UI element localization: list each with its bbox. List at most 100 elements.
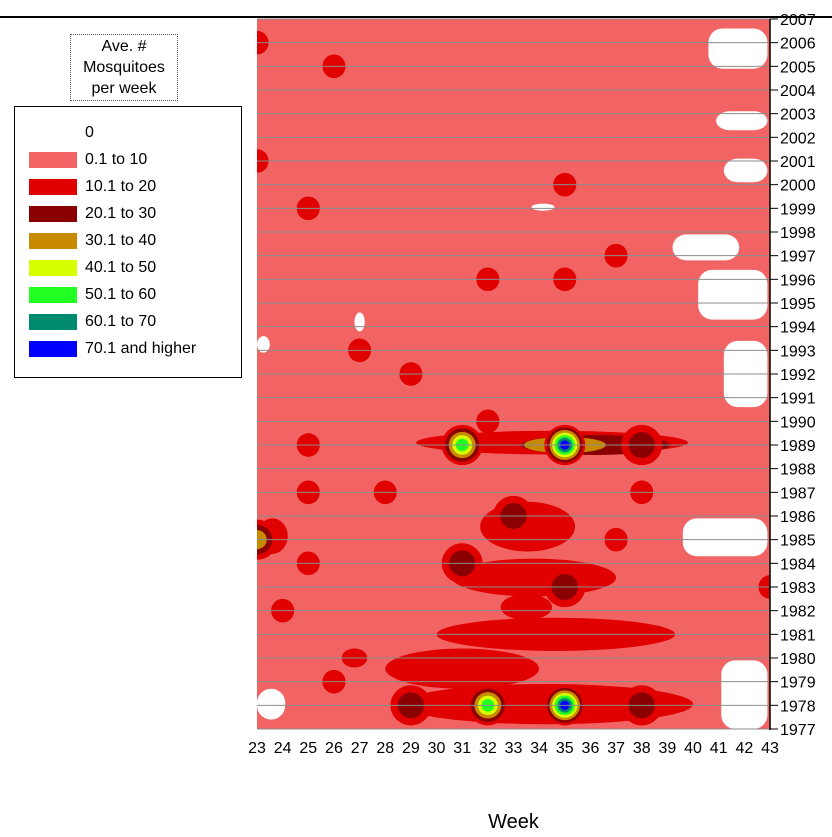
zero-region-1 xyxy=(716,111,768,131)
zero-region-3 xyxy=(672,234,740,261)
y-tick-label-1987: 1987 xyxy=(780,485,816,502)
x-tick-label-35: 35 xyxy=(556,740,574,757)
legend-item: 10.1 to 20 xyxy=(29,175,239,199)
legend-swatch xyxy=(29,179,77,195)
legend-swatch xyxy=(29,287,77,303)
legend-item: 50.1 to 60 xyxy=(29,283,239,307)
x-tick-label-24: 24 xyxy=(274,740,292,757)
legend-title-line-2: Mosquitoes xyxy=(83,59,165,76)
x-tick-label-40: 40 xyxy=(684,740,702,757)
zero-region-4 xyxy=(698,269,768,320)
legend-label: 40.1 to 50 xyxy=(85,259,157,276)
legend-title-line-1: Ave. # xyxy=(101,38,147,55)
legend-swatch xyxy=(29,314,77,330)
legend-label: 0 xyxy=(85,124,94,141)
y-tick-label-2003: 2003 xyxy=(780,107,816,124)
legend-label: 50.1 to 60 xyxy=(85,286,157,303)
x-axis-title: Week xyxy=(488,811,540,833)
zero-region-7 xyxy=(721,660,768,729)
x-tick-label-39: 39 xyxy=(659,740,677,757)
x-tick-label-32: 32 xyxy=(479,740,497,757)
legend: 0 0.1 to 10 10.1 to 20 20.1 to 30 30.1 to 40… xyxy=(14,106,242,378)
hotspot-1 xyxy=(544,424,586,466)
zero-region-9 xyxy=(257,688,286,720)
legend-label: 70.1 and higher xyxy=(85,340,197,357)
x-tick-label-34: 34 xyxy=(530,740,548,757)
contour-band-1 xyxy=(385,648,540,689)
x-tick-label-36: 36 xyxy=(582,740,600,757)
x-tick-label-33: 33 xyxy=(505,740,523,757)
contour-band-3 xyxy=(500,594,552,621)
legend-title-line-3: per week xyxy=(91,80,157,97)
y-tick-label-1981: 1981 xyxy=(780,627,816,644)
y-tick-label-1997: 1997 xyxy=(780,249,816,266)
x-tick-label-37: 37 xyxy=(607,740,625,757)
y-tick-label-1996: 1996 xyxy=(780,272,816,289)
legend-swatch xyxy=(29,260,77,276)
legend-item: 0.1 to 10 xyxy=(29,148,239,172)
x-tick-label-42: 42 xyxy=(735,740,753,757)
y-tick-label-1978: 1978 xyxy=(780,698,816,715)
x-tick-label-27: 27 xyxy=(351,740,369,757)
x-tick-label-38: 38 xyxy=(633,740,651,757)
y-tick-label-2002: 2002 xyxy=(780,130,816,147)
y-tick-label-1989: 1989 xyxy=(780,438,816,455)
y-tick-label-2000: 2000 xyxy=(780,178,816,195)
y-tick-label-1986: 1986 xyxy=(780,509,816,526)
y-tick-label-1992: 1992 xyxy=(780,367,816,384)
x-tick-label-41: 41 xyxy=(710,740,728,757)
legend-label: 30.1 to 40 xyxy=(85,232,157,249)
zero-region-10 xyxy=(531,203,555,211)
x-tick-label-43: 43 xyxy=(761,740,779,757)
legend-title: Ave. # Mosquitoes per week xyxy=(70,34,178,101)
legend-item: 60.1 to 70 xyxy=(29,310,239,334)
y-tick-label-1980: 1980 xyxy=(780,651,816,668)
x-tick-label-30: 30 xyxy=(428,740,446,757)
zero-region-8 xyxy=(257,336,270,353)
y-tick-label-1990: 1990 xyxy=(780,414,816,431)
y-tick-label-2004: 2004 xyxy=(780,83,816,100)
y-tick-label-1995: 1995 xyxy=(780,296,816,313)
y-tick-label-1985: 1985 xyxy=(780,533,816,550)
x-tick-label-25: 25 xyxy=(299,740,317,757)
y-tick-label-2006: 2006 xyxy=(780,36,816,53)
y-tick-label-1984: 1984 xyxy=(780,556,816,573)
y-tick-label-1999: 1999 xyxy=(780,201,816,218)
legend-swatch xyxy=(29,152,77,168)
zero-region-11 xyxy=(354,312,365,332)
legend-item: 0 xyxy=(29,121,239,145)
x-tick-label-28: 28 xyxy=(376,740,394,757)
legend-label: 60.1 to 70 xyxy=(85,313,157,330)
legend-swatch xyxy=(29,233,77,249)
legend-swatch xyxy=(29,341,77,357)
legend-item: 20.1 to 30 xyxy=(29,202,239,226)
zero-region-0 xyxy=(708,28,768,69)
legend-label: 20.1 to 30 xyxy=(85,205,157,222)
x-tick-label-29: 29 xyxy=(402,740,420,757)
legend-item: 40.1 to 50 xyxy=(29,256,239,280)
y-tick-label-2001: 2001 xyxy=(780,154,816,171)
y-tick-label-2005: 2005 xyxy=(780,59,816,76)
zero-region-2 xyxy=(723,158,768,183)
legend-swatch xyxy=(29,206,77,222)
y-tick-label-1994: 1994 xyxy=(780,320,816,337)
x-tick-label-23: 23 xyxy=(248,740,266,757)
y-tick-label-1991: 1991 xyxy=(780,391,816,408)
hotspot-5 xyxy=(257,519,278,560)
y-tick-label-2007: 2007 xyxy=(780,12,816,29)
y-tick-label-1983: 1983 xyxy=(780,580,816,597)
top-rule xyxy=(0,16,832,18)
legend-item: 70.1 and higher xyxy=(29,337,239,361)
legend-swatch xyxy=(29,125,77,141)
legend-label: 10.1 to 20 xyxy=(85,178,157,195)
y-tick-label-1979: 1979 xyxy=(780,675,816,692)
x-tick-label-31: 31 xyxy=(453,740,471,757)
y-tick-label-1977: 1977 xyxy=(780,722,816,739)
y-tick-label-1988: 1988 xyxy=(780,462,816,479)
legend-item: 30.1 to 40 xyxy=(29,229,239,253)
y-tick-label-1982: 1982 xyxy=(780,604,816,621)
zero-region-6 xyxy=(682,518,768,557)
x-tick-label-26: 26 xyxy=(325,740,343,757)
